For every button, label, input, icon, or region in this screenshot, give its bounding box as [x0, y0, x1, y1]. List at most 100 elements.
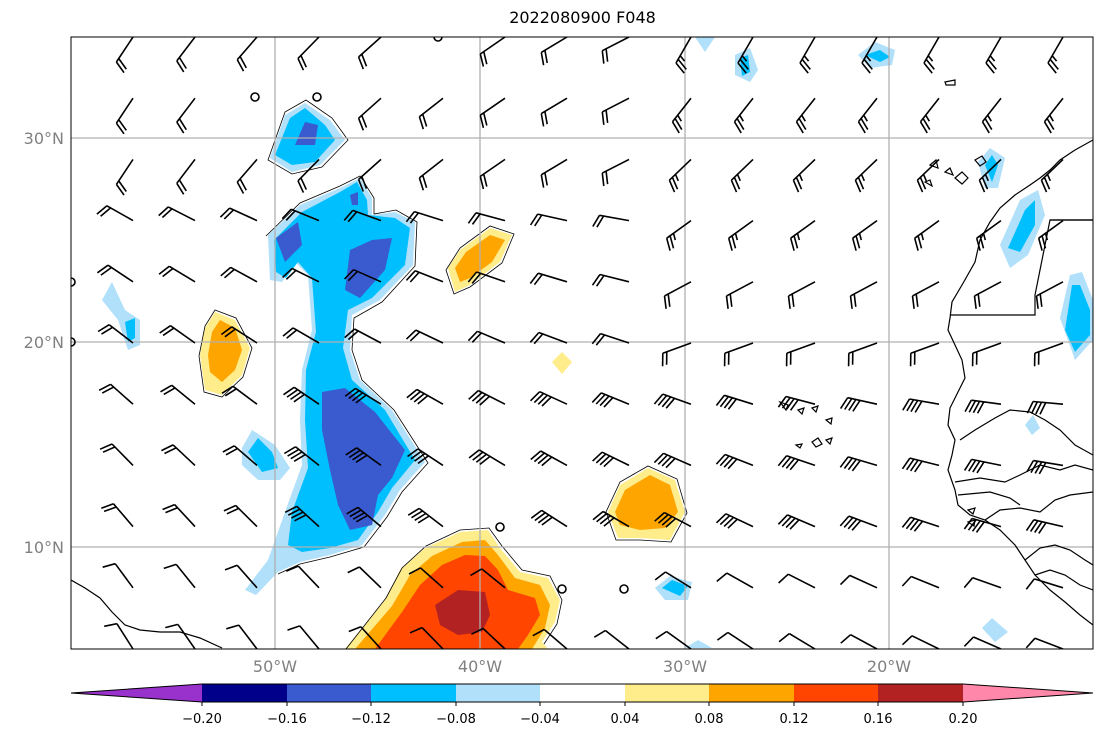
colorbar-tick-label: 0.16 — [864, 712, 893, 727]
coastlines — [71, 79, 1093, 649]
colorbar-tick-label: 0.20 — [949, 712, 978, 727]
wind-barb — [104, 622, 134, 649]
wind-barb — [418, 97, 444, 130]
lon-label-30w: 30°W — [663, 657, 707, 676]
wind-barb — [467, 271, 506, 284]
wind-barb — [975, 219, 1002, 251]
wind-barb — [978, 158, 1002, 193]
wind-barb — [723, 342, 754, 367]
wind-barb — [715, 394, 754, 410]
wind-barb — [653, 452, 692, 469]
wind-barb — [973, 281, 1002, 309]
colorbar-bin — [709, 684, 794, 702]
colorbar-tick-label: 0.12 — [780, 712, 809, 727]
wind-barb — [529, 331, 568, 345]
wind-barb — [839, 574, 878, 589]
wind-barb — [530, 450, 568, 467]
wind-barb — [1047, 37, 1064, 74]
wind-barb — [407, 507, 444, 528]
colorbar-bin — [540, 684, 625, 702]
wind-barb — [530, 509, 568, 528]
wind-barb — [343, 209, 382, 223]
wind-barb — [839, 515, 878, 531]
wind-barb — [540, 158, 568, 188]
wind-barb — [795, 97, 816, 134]
wind-barb — [408, 567, 444, 589]
wind-barb — [715, 513, 754, 529]
wind-barb — [71, 37, 72, 39]
wind-barb — [96, 264, 134, 283]
wind-barb — [665, 219, 692, 251]
wind-barb — [471, 627, 506, 649]
wind-barb — [785, 342, 816, 367]
wind-barb — [593, 629, 630, 649]
wind-barb — [467, 330, 506, 344]
wind-barb — [348, 626, 382, 649]
wind-barb — [161, 444, 196, 466]
colorbar-tick-label: −0.04 — [520, 712, 560, 727]
colorbar-tick-label: −0.16 — [267, 712, 307, 727]
wind-barb — [529, 213, 568, 227]
wind-barb — [901, 516, 940, 532]
wind-barb — [357, 97, 382, 131]
wind-barb — [591, 273, 630, 287]
wind-barb — [963, 636, 1002, 649]
lat-label-20n: 20°N — [24, 333, 64, 352]
colorbar-bin — [794, 684, 878, 702]
lat-label-10n: 10°N — [24, 538, 64, 557]
wind-barb — [901, 457, 940, 473]
wind-barb — [601, 37, 630, 64]
wind-barb — [778, 632, 816, 649]
wind-barb — [777, 395, 816, 411]
colorbar-tick-label: 0.04 — [611, 712, 640, 727]
wind-barb — [283, 386, 320, 405]
wind-barb — [284, 505, 320, 528]
wind-barb — [346, 506, 382, 528]
wind-barb — [592, 214, 630, 228]
wind-barb — [654, 511, 692, 528]
wind-barb — [405, 210, 444, 224]
wind-barb — [347, 566, 382, 589]
wind-barb — [467, 212, 506, 225]
colorbar-extend-low — [71, 684, 202, 702]
wind-barb — [777, 514, 816, 530]
wind-barb — [715, 453, 754, 470]
graticule — [71, 37, 1093, 649]
wind-barb — [297, 158, 320, 193]
wind-barb — [737, 37, 754, 74]
colorbar-bin — [287, 684, 371, 702]
wind-barb — [730, 158, 754, 193]
wind-barb — [468, 389, 506, 406]
wind-barb — [357, 37, 382, 70]
wind-barb — [787, 281, 816, 309]
wind-barb — [158, 265, 196, 283]
wind-barb — [671, 97, 692, 134]
wind-barb — [222, 445, 258, 467]
wind-barb — [654, 571, 692, 589]
colorbar-extend-high — [963, 684, 1093, 702]
wind-barb — [901, 575, 940, 589]
wind-barb — [901, 635, 940, 649]
wind-barb — [532, 628, 568, 649]
wind-barb — [592, 510, 630, 528]
wind-barb — [407, 448, 444, 467]
colorbar-tick-label: −0.12 — [351, 712, 391, 727]
wind-barb — [98, 383, 134, 405]
wind-barb — [913, 219, 940, 251]
wind-barb — [733, 97, 754, 134]
colorbar-ticks — [201, 702, 964, 706]
wind-barb — [176, 97, 196, 134]
wind-barb — [963, 517, 1002, 533]
wind-barb — [663, 281, 692, 309]
colorbar-bin — [878, 684, 963, 702]
wind-barb — [344, 387, 382, 405]
wind-barb — [71, 159, 72, 162]
wind-barb — [163, 563, 196, 589]
colorbar-bin — [202, 684, 287, 702]
wind-barb — [71, 464, 72, 466]
wind-barb — [789, 219, 816, 251]
wind-barb — [778, 573, 816, 589]
wind-barb — [409, 626, 444, 649]
wind-barb — [96, 205, 134, 222]
wind-barb — [220, 326, 258, 344]
